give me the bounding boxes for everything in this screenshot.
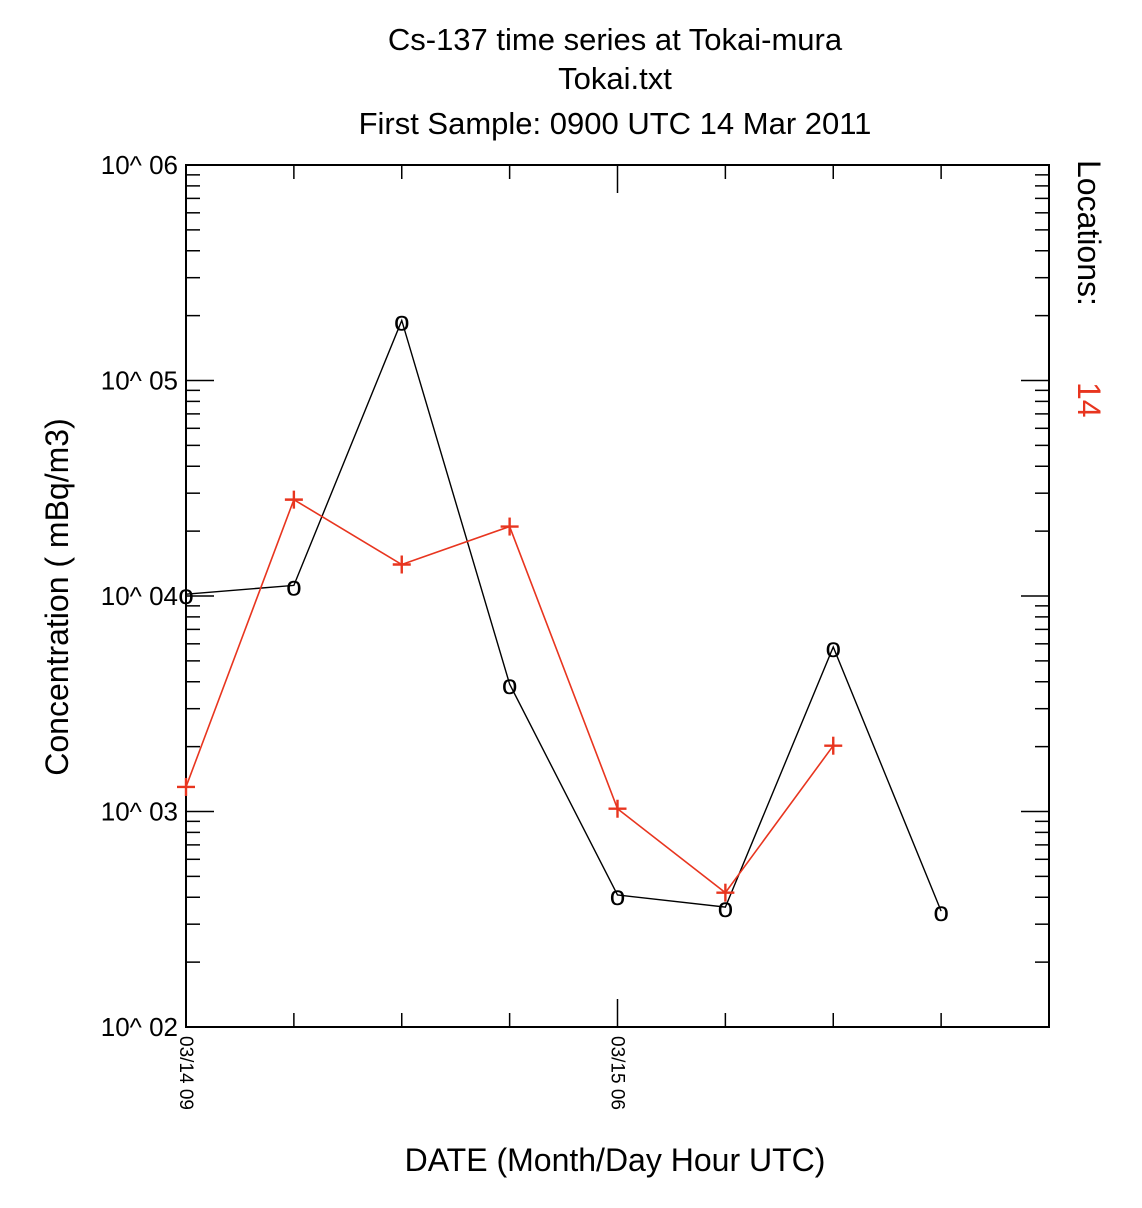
series-1: o o o o o o o o: [178, 305, 949, 927]
y-tick-label: 10^ 02: [101, 1012, 178, 1042]
data-point-o: o: [178, 579, 194, 610]
y-tick-label: 10^ 03: [101, 797, 178, 827]
series-line: [185, 318, 942, 912]
data-point-plus: [500, 517, 519, 536]
series-layer: o o o o o o o o: [177, 305, 949, 927]
data-point-plus: [716, 883, 735, 902]
chart-subtitle-filename: Tokai.txt: [558, 61, 672, 96]
data-point-plus: [824, 736, 843, 755]
data-point-o: o: [718, 892, 734, 923]
data-point-o: o: [610, 880, 626, 911]
y-axis-label: Concentration ( mBq/m3): [39, 418, 75, 775]
chart-title: Cs-137 time series at Tokai-mura Tokai.t…: [359, 22, 872, 141]
axes: 10^ 02 10^ 03 10^ 04 10^ 05 10^ 06 03/14 09 03…: [101, 150, 1050, 1110]
data-point-o: o: [286, 570, 302, 601]
series-2: [177, 490, 843, 902]
locations-count: 14: [1071, 382, 1107, 418]
data-point-o: o: [502, 669, 518, 700]
data-point-o: o: [394, 305, 410, 336]
x-tick-label: 03/14 09: [175, 1036, 196, 1110]
data-point-o: o: [825, 632, 841, 663]
locations-label: Locations:: [1071, 160, 1107, 306]
y-tick-label: 10^ 04: [101, 581, 178, 611]
y-tick-label: 10^ 05: [101, 366, 178, 396]
data-point-plus: [608, 799, 627, 818]
x-axis-label: DATE (Month/Day Hour UTC): [405, 1142, 826, 1178]
y-tick-label: 10^ 06: [101, 150, 178, 180]
data-point-plus: [284, 490, 303, 509]
x-tick-label: 03/15 06: [607, 1036, 628, 1110]
data-point-o: o: [933, 896, 949, 927]
chart-subtitle-first-sample: First Sample: 0900 UTC 14 Mar 2011: [359, 106, 872, 141]
data-point-plus: [392, 555, 411, 574]
data-point-plus: [177, 777, 195, 796]
chart-title-line-1: Cs-137 time series at Tokai-mura: [388, 22, 843, 57]
